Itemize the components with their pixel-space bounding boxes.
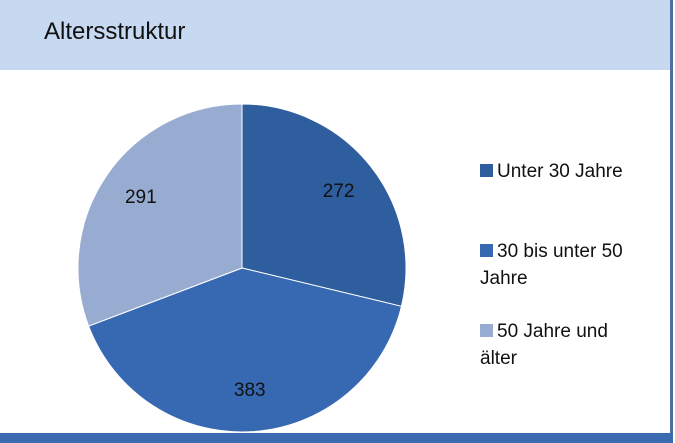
- legend-entry: 50 Jahre und älter: [480, 318, 630, 372]
- legend-swatch: [480, 324, 493, 337]
- pie-slice: [87, 267, 403, 433]
- legend-label: Unter 30 Jahre: [497, 161, 623, 182]
- footer-bar: [0, 433, 673, 443]
- pie-slice: [241, 103, 407, 307]
- legend-label: 50 Jahre und älter: [480, 321, 608, 369]
- legend-entry: Unter 30 Jahre: [480, 158, 630, 185]
- legend-swatch: [480, 244, 493, 257]
- pie-slice: [77, 103, 243, 327]
- pie-area: 272 383 291: [77, 103, 407, 433]
- chart-title: Altersstruktur: [44, 18, 186, 45]
- data-label: 291: [125, 187, 157, 208]
- header: [0, 0, 670, 70]
- border: [670, 0, 673, 443]
- legend-entry: 30 bis unter 50 Jahre: [480, 238, 630, 292]
- data-label: 272: [323, 181, 355, 202]
- legend-label: 30 bis unter 50 Jahre: [480, 241, 623, 289]
- legend-swatch: [480, 164, 493, 177]
- data-label: 383: [234, 380, 266, 401]
